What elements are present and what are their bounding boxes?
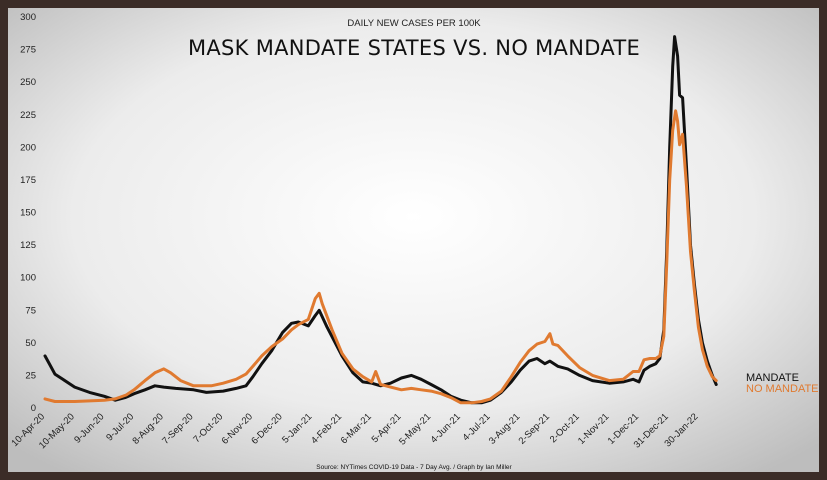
y-tick-label: 25 [25, 370, 36, 381]
y-tick-label: 250 [20, 77, 36, 88]
y-tick-label: 225 [20, 110, 36, 121]
legend-label-no-mandate: NO MANDATE [746, 383, 819, 395]
y-tick-label: 125 [20, 240, 36, 251]
y-tick-label: 75 [25, 305, 36, 316]
series-layer [43, 35, 718, 405]
y-tick-label: 100 [20, 273, 36, 284]
y-axis: 0 25 50 75 100 125 150 175 200 225 250 275 300 [20, 12, 36, 414]
y-tick-label: 200 [20, 142, 36, 153]
y-tick-label: 275 [20, 45, 36, 56]
series-line-no-mandate [43, 109, 718, 405]
chart-title: MASK MANDATE STATES VS. NO MANDATE [188, 36, 640, 60]
y-tick-label: 50 [25, 338, 36, 349]
y-tick-label: 0 [31, 403, 36, 414]
legend-label-mandate: MANDATE [746, 372, 799, 384]
chart-subtitle: DAILY NEW CASES PER 100K [347, 18, 481, 29]
y-tick-label: 175 [20, 175, 36, 186]
plot-background [8, 8, 819, 472]
source-note: Source: NYTimes COVID-19 Data - 7 Day Av… [316, 464, 512, 471]
y-tick-label: 150 [20, 208, 36, 219]
y-tick-label: 300 [20, 12, 36, 23]
